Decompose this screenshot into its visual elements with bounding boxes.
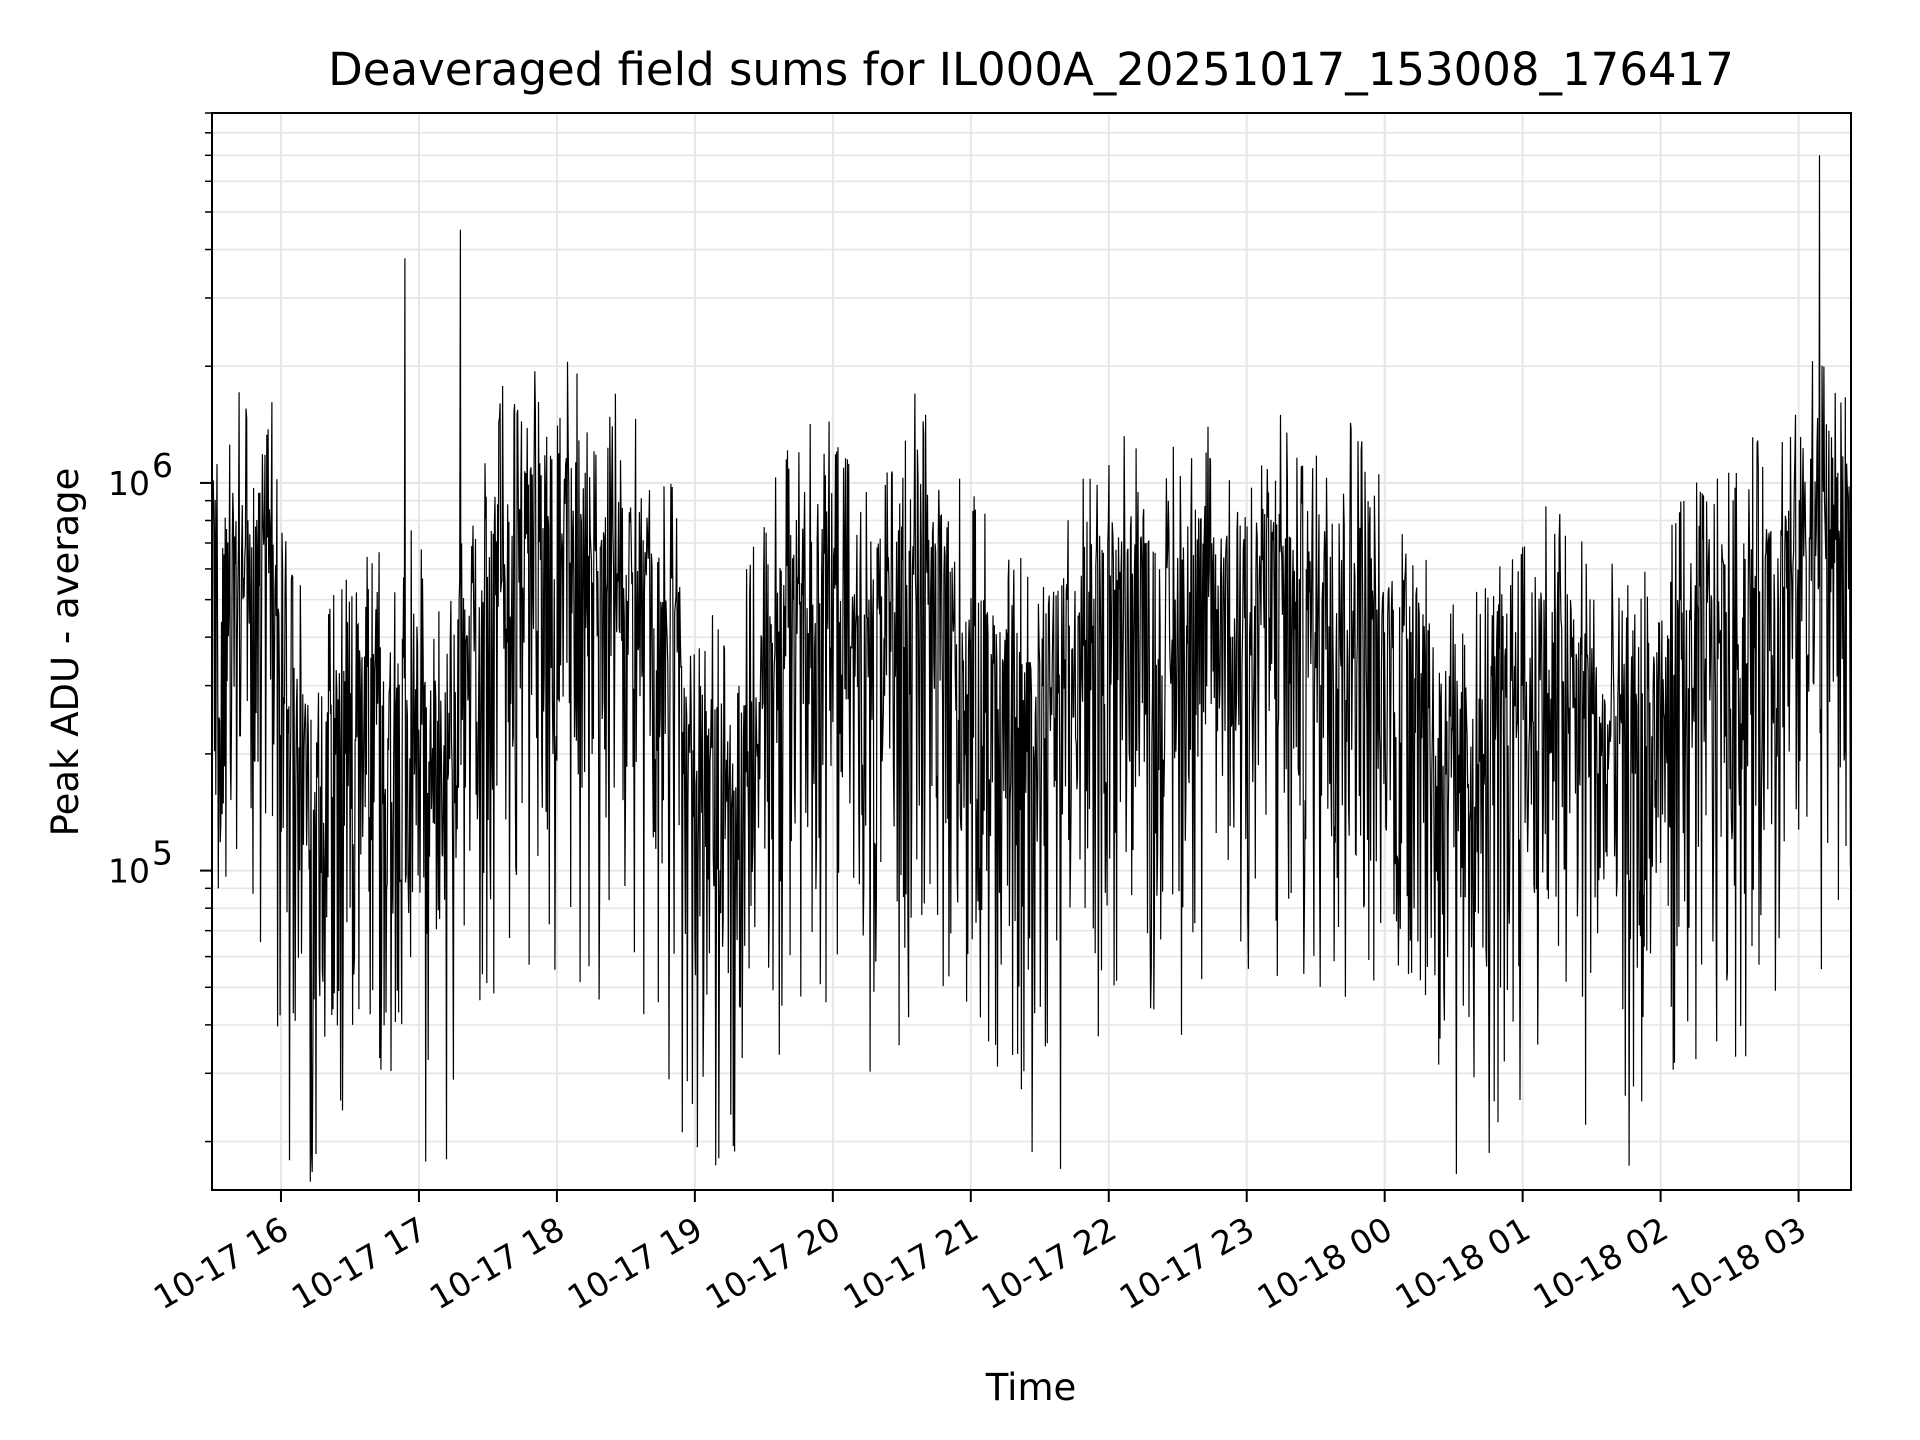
x-tick-label: 10-17 20 [699,1209,847,1317]
plot-frame [211,112,1852,1191]
chart-title: Deaveraged field sums for IL000A_2025101… [328,43,1734,96]
y-tick-exponent: 6 [152,446,173,485]
x-tick-label: 10-17 19 [561,1209,709,1317]
series-line-peak-adu [211,155,1852,1182]
x-tick-label: 10-17 18 [423,1209,571,1317]
x-tick-label: 10-17 22 [975,1209,1123,1317]
grid [212,112,1851,1190]
x-tick-label: 10-18 00 [1251,1209,1399,1317]
x-tick-label: 10-17 17 [285,1209,433,1317]
x-axis-label: Time [985,1366,1077,1409]
y-tick-label: 10 [108,852,150,891]
y-axis-label: Peak ADU - average [44,468,87,837]
x-tick-label: 10-17 21 [837,1209,985,1317]
series-layer [211,155,1852,1182]
x-tick-label: 10-18 03 [1665,1209,1813,1317]
x-tick-label: 10-18 02 [1527,1209,1675,1317]
y-tick-exponent: 5 [152,834,173,873]
x-tick-label: 10-17 16 [147,1209,295,1317]
y-tick-label: 10 [108,464,150,503]
x-tick-label: 10-18 01 [1389,1209,1537,1317]
x-tick-label: 10-17 23 [1113,1209,1261,1317]
